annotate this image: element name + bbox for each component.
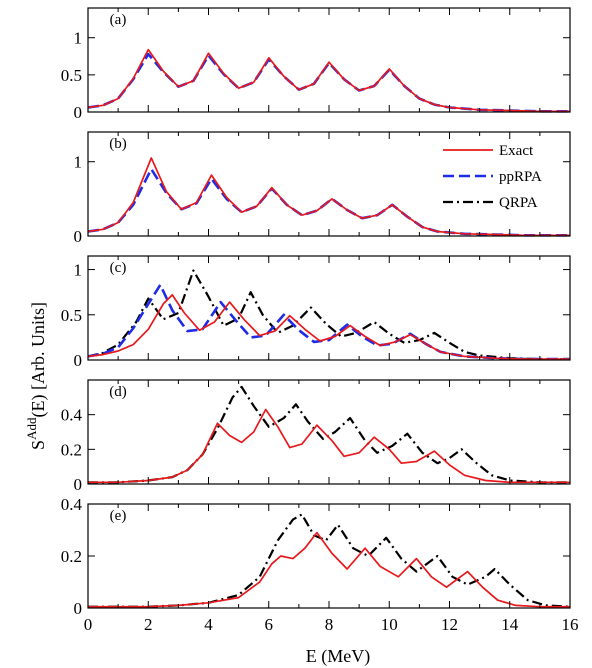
panel-b: 0 1 (b) xyxy=(74,131,571,246)
x-axis-title: E (MeV) xyxy=(306,646,370,667)
x-tick-labels: 0 2 4 6 8 10 12 14 16 xyxy=(84,615,579,634)
x-tick-label: 16 xyxy=(562,615,579,634)
series-line-exact xyxy=(88,408,570,484)
series-line-qrpa xyxy=(87,269,570,361)
y-tick-label: 1 xyxy=(74,261,83,280)
y-tick-label: 0 xyxy=(74,475,83,494)
y-tick-label: 1 xyxy=(74,29,83,48)
panel-label: (b) xyxy=(109,136,127,152)
panel-e: 0 0.2 0.4 (e) xyxy=(61,495,571,618)
legend-label-exact: Exact xyxy=(499,143,534,159)
y-axis-title-rest: (E) [Arb. Units] xyxy=(28,302,49,417)
x-tick-label: 2 xyxy=(144,615,153,634)
x-tick-label: 4 xyxy=(204,615,213,634)
y-tick-label: 0 xyxy=(74,227,83,246)
panel-d: 0 0.2 0.4 (d) xyxy=(61,379,571,494)
y-tick-label: 0.4 xyxy=(61,406,83,425)
y-tick-label: 0.4 xyxy=(61,495,83,514)
x-tick-label: 0 xyxy=(84,615,93,634)
panel-frame xyxy=(87,379,571,485)
panel-label: (c) xyxy=(110,260,127,276)
y-tick-label: 0 xyxy=(74,599,83,618)
y-axis-title-superscript: Add xyxy=(24,417,39,440)
panel-c: 0 0.5 1 (c) xyxy=(61,255,571,370)
panel-label: (d) xyxy=(109,384,127,400)
y-tick-label: 0.5 xyxy=(61,66,82,85)
series-line-qrpa xyxy=(88,513,571,608)
y-tick-label: 0.2 xyxy=(61,440,82,459)
series-line-qrpa xyxy=(88,385,570,484)
panel-frame xyxy=(87,503,571,609)
x-tick-label: 10 xyxy=(381,615,398,634)
y-tick-label: 0 xyxy=(74,103,83,122)
panel-frame xyxy=(87,7,571,113)
y-tick-label: 0 xyxy=(74,351,83,370)
y-tick-label: 1 xyxy=(74,153,83,172)
panel-label: (e) xyxy=(110,508,127,524)
y-axis-title-main: S xyxy=(28,440,48,450)
x-tick-label: 14 xyxy=(501,615,519,634)
series-line-exact xyxy=(87,157,570,237)
panels-group: 0 0.5 1 (a) 0 1 (b) 0 0.5 1 (c) 0 0.2 0.4 (d) 0 0.2 0.4 (e… xyxy=(61,7,571,618)
x-tick-label: 8 xyxy=(325,615,334,634)
x-tick-label: 6 xyxy=(265,615,274,634)
y-tick-label: 0.5 xyxy=(61,306,82,325)
series-line-exact xyxy=(87,294,570,360)
series-line-exact xyxy=(87,48,570,113)
legend: Exact ppRPA QRPA xyxy=(443,143,542,211)
x-tick-label: 12 xyxy=(441,615,458,634)
panel-label: (a) xyxy=(110,12,127,28)
y-tick-label: 0.2 xyxy=(61,547,82,566)
y-axis-title: SAdd(E) [Arb. Units] xyxy=(24,302,49,450)
series-line-exact xyxy=(88,531,570,608)
legend-label-pprpa: ppRPA xyxy=(499,169,542,185)
legend-label-qrpa: QRPA xyxy=(499,195,538,211)
series-line-pprpa xyxy=(87,283,570,361)
panel-a: 0 0.5 1 (a) xyxy=(61,7,571,122)
